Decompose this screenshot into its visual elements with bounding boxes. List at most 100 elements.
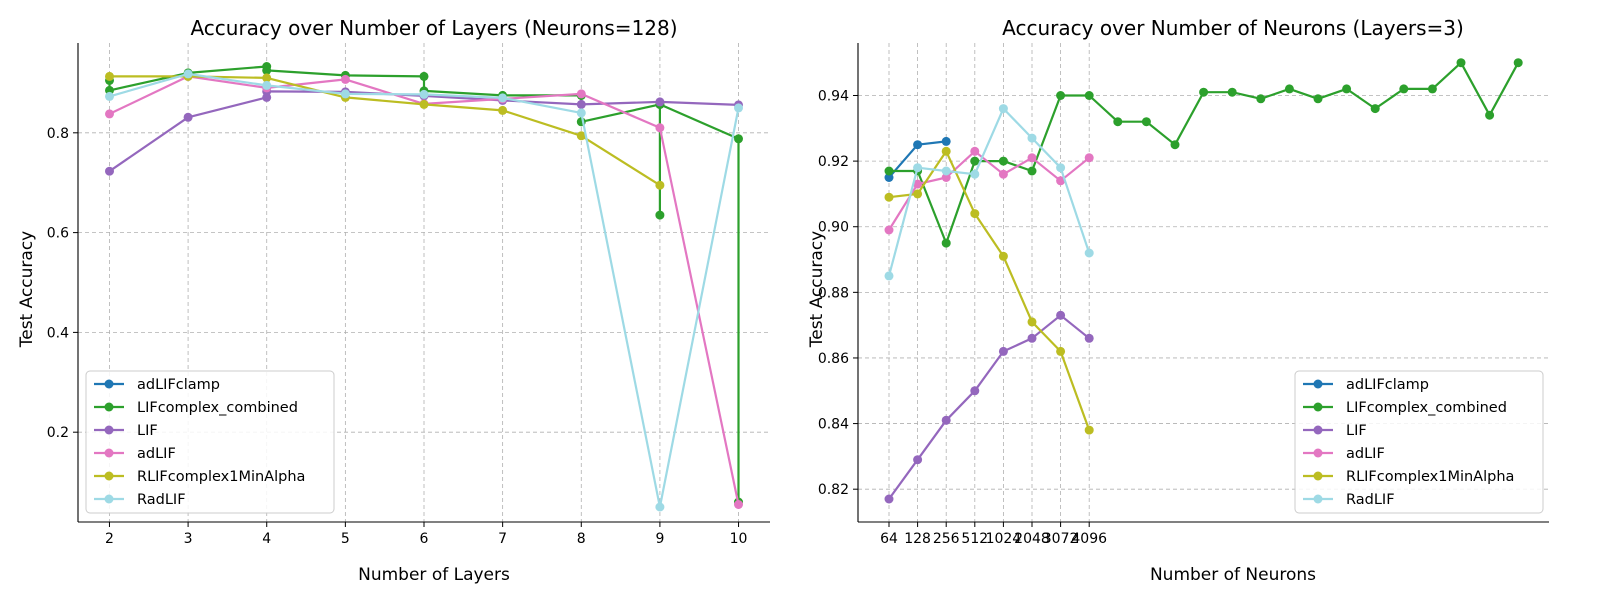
- data-point: [655, 502, 665, 512]
- data-point: [998, 346, 1008, 356]
- x-tick-label: 2: [105, 531, 114, 547]
- legend-box: [1294, 370, 1544, 514]
- data-point: [970, 146, 980, 156]
- data-point: [262, 73, 272, 83]
- panel-neurons: Accuracy over Number of Neurons (Layers=…: [807, 16, 1549, 585]
- legend-item-lif: LIF: [1303, 423, 1367, 439]
- y-tick-label: 0.84: [818, 417, 849, 433]
- data-point: [655, 123, 665, 133]
- data-point: [576, 108, 586, 118]
- legend-item-adlifclamp: adLIFclamp: [94, 377, 220, 393]
- data-point: [884, 225, 894, 235]
- x-tick-label: 7: [498, 531, 507, 547]
- data-point: [1027, 333, 1037, 343]
- y-tick-label: 0.8: [47, 126, 69, 142]
- series-lif: [884, 310, 1094, 504]
- data-point: [1513, 58, 1523, 68]
- data-point: [998, 251, 1008, 261]
- legend-swatch-marker: [104, 402, 114, 412]
- data-point: [1256, 94, 1266, 104]
- data-point: [498, 105, 508, 115]
- data-point: [1027, 133, 1037, 143]
- y-ticks: 0.2 0.4 0.6 0.8: [47, 126, 78, 441]
- x-tick-label: 8: [577, 531, 586, 547]
- data-point: [941, 166, 951, 176]
- data-point: [913, 179, 923, 189]
- y-tick-label: 0.2: [47, 425, 69, 441]
- data-point: [1056, 346, 1066, 356]
- legend-label: adLIFclamp: [137, 377, 220, 393]
- y-tick-label: 0.90: [818, 220, 849, 236]
- data-point: [1199, 87, 1209, 97]
- series-radlif: [105, 69, 743, 512]
- x-tick-label: 64: [880, 531, 898, 547]
- data-point: [1370, 104, 1380, 114]
- x-tick-label: 4: [262, 531, 271, 547]
- series-lifcomplex-combined: [884, 58, 1523, 248]
- data-point: [105, 166, 114, 176]
- legend-label: adLIF: [137, 446, 176, 462]
- legend-swatch-marker: [1313, 448, 1323, 458]
- legend-label: LIFcomplex_combined: [1346, 400, 1507, 416]
- data-point: [419, 99, 429, 109]
- legend: adLIFclamp LIFcomplex_combined LIF adLIF RLI…: [1294, 370, 1544, 514]
- x-tick-label: 3072: [1043, 531, 1079, 547]
- data-point: [884, 192, 894, 202]
- x-tick-label: 256: [933, 531, 960, 547]
- data-point: [913, 455, 923, 465]
- data-point: [913, 189, 923, 199]
- data-point: [1227, 87, 1237, 97]
- panel-layers: Accuracy over Number of Layers (Neurons=…: [17, 16, 770, 585]
- data-point: [884, 166, 894, 176]
- data-point: [576, 89, 586, 99]
- data-point: [655, 210, 665, 220]
- legend-item-adlifclamp: adLIFclamp: [1303, 377, 1429, 393]
- legend-swatch-marker: [1313, 494, 1323, 504]
- data-point: [183, 69, 193, 79]
- series-radlif: [884, 104, 1094, 281]
- series-line: [888, 150, 1091, 431]
- data-point: [340, 74, 350, 84]
- series-line: [888, 314, 1090, 500]
- x-tick-label: 10: [730, 531, 748, 547]
- data-point: [262, 80, 272, 90]
- y-tick-label: 0.86: [818, 351, 849, 367]
- legend-item-radlif: RadLIF: [1303, 492, 1395, 508]
- legend-swatch-marker: [1313, 425, 1323, 435]
- data-point: [1084, 333, 1094, 343]
- data-point: [576, 131, 586, 141]
- data-point: [998, 104, 1008, 114]
- legend-item-rlifcomplex1minalpha: RLIFcomplex1MinAlpha: [1303, 469, 1514, 485]
- x-tick-label: 2048: [1014, 531, 1050, 547]
- y-tick-label: 0.88: [818, 285, 849, 301]
- series-line: [887, 107, 1091, 277]
- legend-swatch-marker: [1313, 379, 1323, 389]
- data-point: [998, 156, 1008, 166]
- y-tick-label: 0.94: [818, 88, 849, 104]
- data-point: [941, 136, 951, 146]
- x-tick-label: 1024: [986, 531, 1022, 547]
- legend-label: RadLIF: [1346, 492, 1395, 508]
- data-point: [941, 173, 951, 182]
- data-point: [1027, 317, 1037, 327]
- data-point: [105, 109, 114, 119]
- data-point: [498, 93, 508, 103]
- data-point: [913, 140, 923, 150]
- data-point: [734, 134, 743, 144]
- legend: adLIFclamp LIFcomplex_combined LIF adLIF RLI…: [85, 370, 335, 514]
- data-point: [884, 173, 894, 182]
- data-point: [1084, 425, 1094, 435]
- y-axis-label: Test Accuracy: [17, 231, 37, 349]
- data-point: [1056, 310, 1066, 320]
- x-tick-label: 512: [961, 531, 988, 547]
- legend-label: adLIF: [1346, 446, 1385, 462]
- y-tick-label: 0.4: [47, 325, 69, 341]
- data-point: [1342, 84, 1352, 94]
- data-point: [105, 71, 114, 81]
- series-line: [888, 150, 1090, 231]
- data-point: [419, 89, 429, 99]
- series-adlif: [884, 146, 1094, 235]
- legend-box: [85, 370, 335, 514]
- legend-item-rlifcomplex1minalpha: RLIFcomplex1MinAlpha: [94, 469, 305, 485]
